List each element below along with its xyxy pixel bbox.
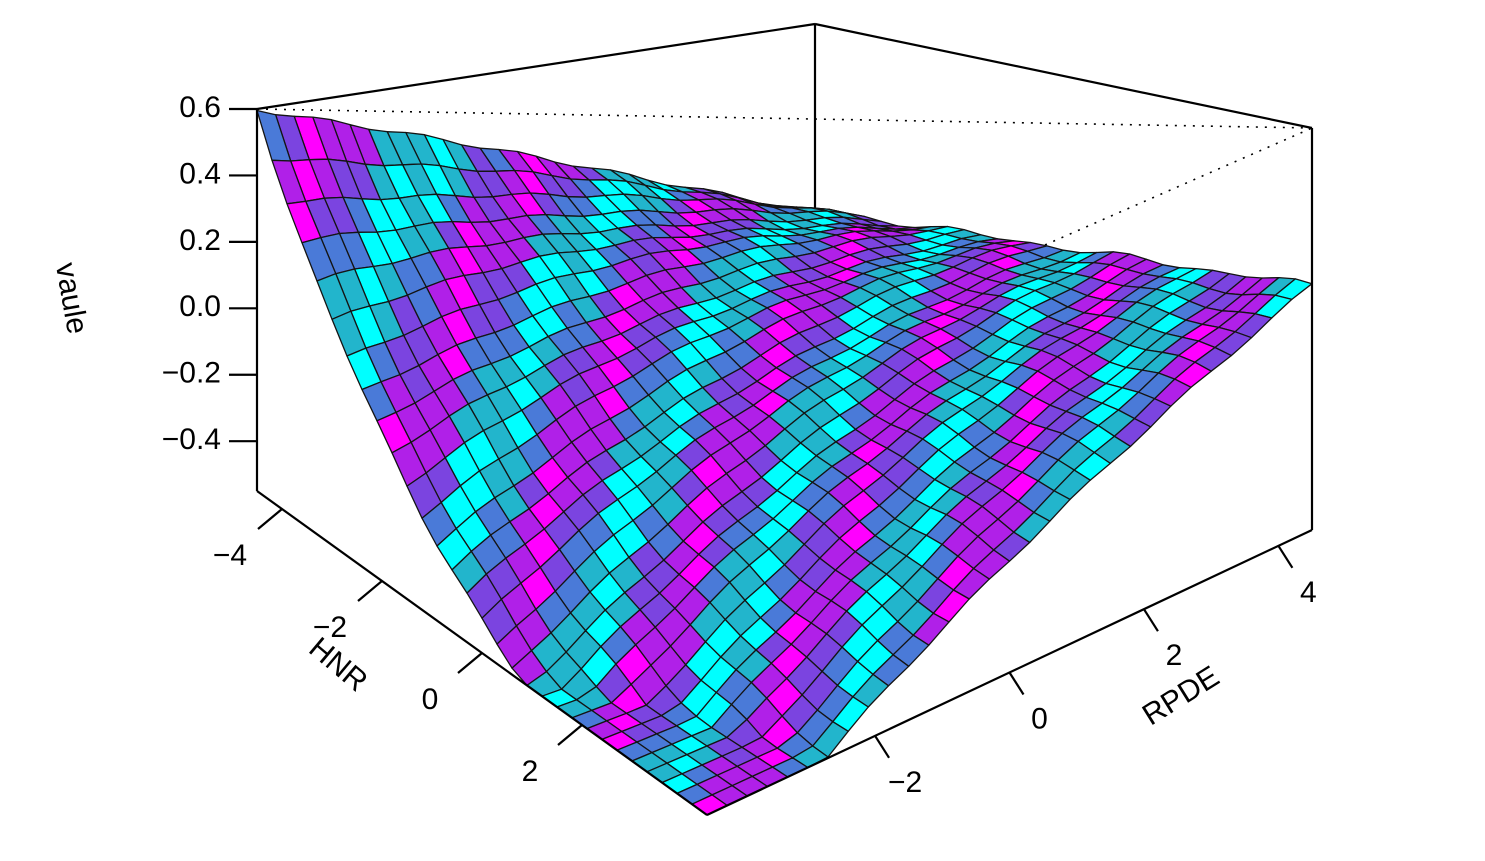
y-tick-label: 2 bbox=[1166, 639, 1183, 672]
x-tick bbox=[357, 580, 383, 602]
surface-mesh bbox=[256, 109, 1313, 816]
z-tick-label: 0.0 bbox=[179, 290, 221, 323]
x-tick bbox=[557, 724, 583, 746]
z-axis-title: vaule bbox=[49, 260, 94, 336]
x-tick-label: −2 bbox=[313, 611, 347, 644]
y-tick bbox=[1277, 545, 1294, 569]
y-tick bbox=[874, 735, 890, 759]
z-tick-label: 0.6 bbox=[179, 91, 221, 124]
z-tick-label: 0.2 bbox=[179, 224, 221, 257]
y-tick bbox=[1008, 671, 1025, 696]
box-edge-top-right bbox=[814, 22, 1313, 130]
z-tick-label: −0.2 bbox=[162, 357, 221, 390]
box-edge-top-left bbox=[256, 22, 816, 111]
z-axis: 0.6 0.4 0.2 0.0 −0.2 −0.4 bbox=[162, 91, 257, 456]
x-tick-label: 0 bbox=[422, 683, 439, 716]
y-axis-rpde: −2 0 2 4 bbox=[874, 545, 1317, 799]
y-tick-label: 0 bbox=[1031, 702, 1048, 735]
y-tick-label: −2 bbox=[888, 766, 922, 799]
z-tick-label: −0.4 bbox=[162, 423, 221, 456]
box-edge-hidden bbox=[706, 127, 1313, 394]
y-tick bbox=[1143, 608, 1159, 632]
z-tick-label: 0.4 bbox=[179, 157, 221, 190]
box-edge-hidden bbox=[256, 108, 1313, 129]
x-tick bbox=[457, 652, 483, 674]
x-tick bbox=[257, 508, 283, 530]
x-tick-label: −4 bbox=[213, 539, 247, 572]
y-tick-label: 4 bbox=[1300, 576, 1317, 609]
x-axis-hnr: −4 −2 0 2 bbox=[213, 508, 583, 788]
x-tick-label: 2 bbox=[522, 755, 539, 788]
